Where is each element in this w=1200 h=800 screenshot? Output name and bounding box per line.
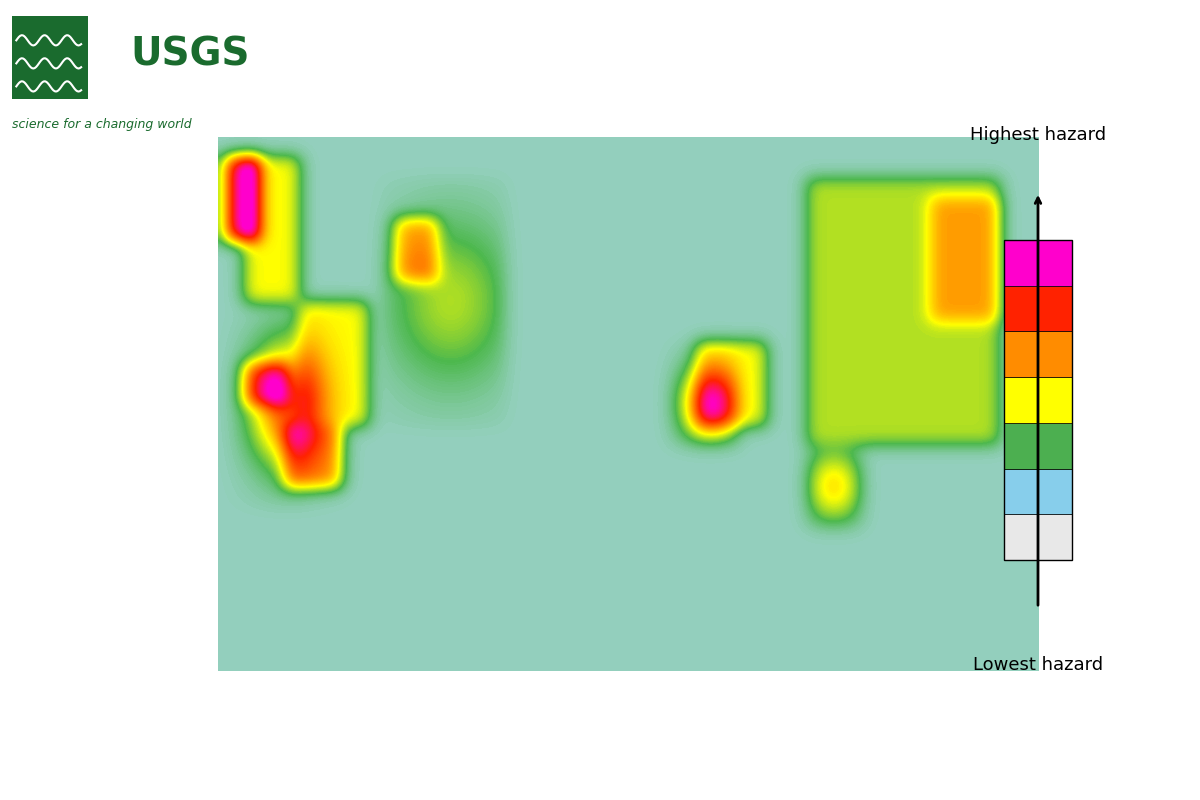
FancyBboxPatch shape — [1004, 514, 1072, 560]
Text: science for a changing world: science for a changing world — [12, 118, 192, 131]
FancyBboxPatch shape — [1004, 469, 1072, 514]
FancyBboxPatch shape — [1004, 331, 1072, 377]
FancyBboxPatch shape — [1004, 423, 1072, 469]
Text: Lowest hazard: Lowest hazard — [973, 656, 1103, 674]
Text: Highest hazard: Highest hazard — [970, 126, 1106, 144]
FancyBboxPatch shape — [1004, 240, 1072, 286]
FancyBboxPatch shape — [12, 16, 88, 99]
FancyBboxPatch shape — [1004, 377, 1072, 423]
Text: USGS: USGS — [131, 35, 251, 74]
FancyBboxPatch shape — [1004, 286, 1072, 331]
